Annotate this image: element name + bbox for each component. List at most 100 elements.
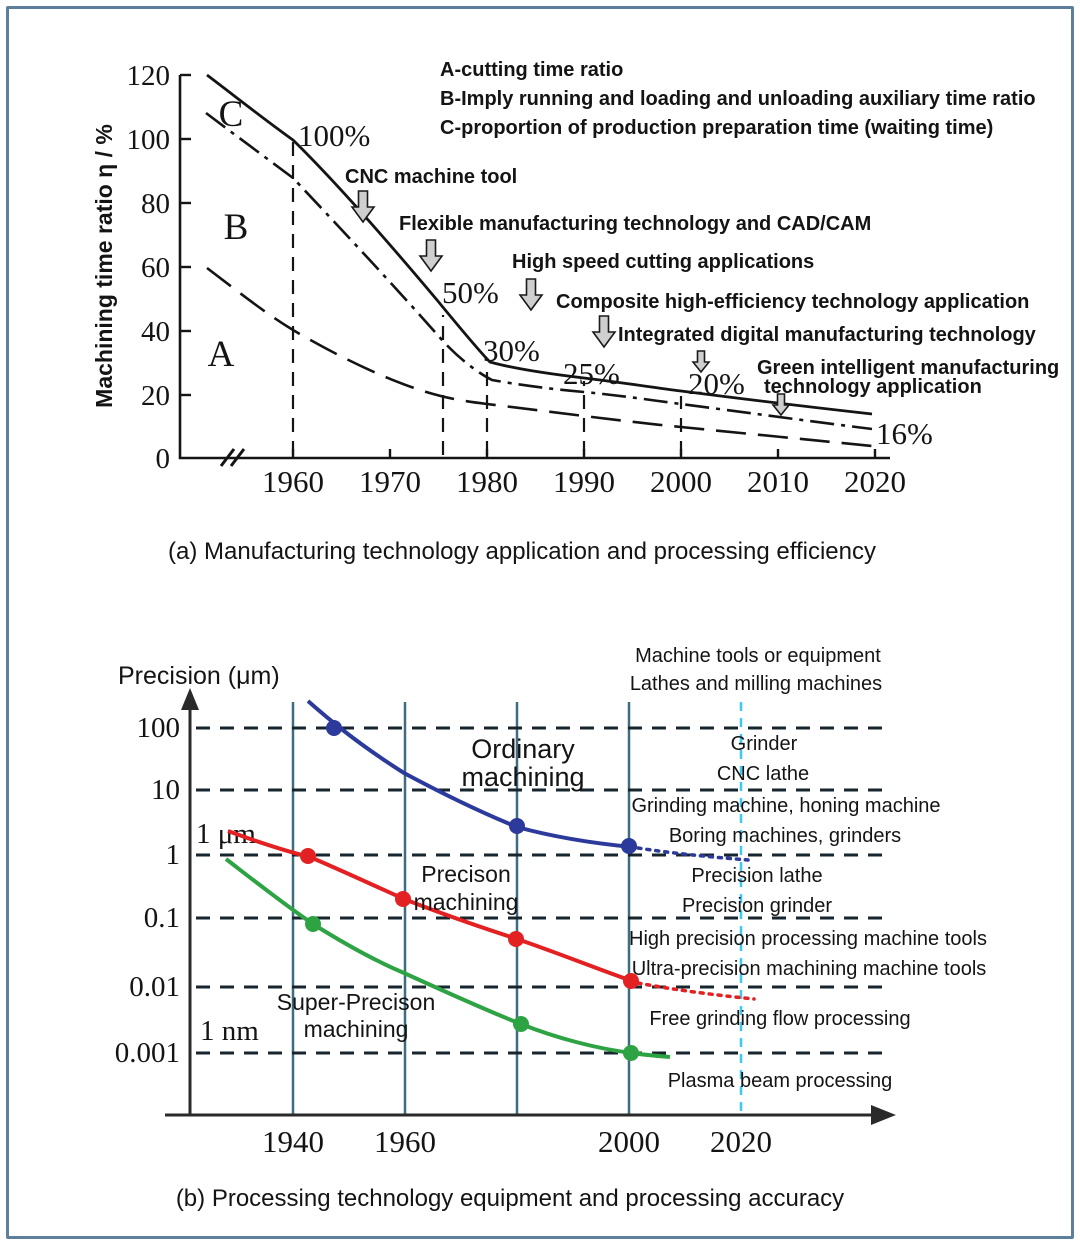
a-ytick-80: 80 <box>141 188 170 220</box>
data-point <box>326 720 342 736</box>
pct-label-100: 100% <box>298 118 370 153</box>
pct-label-30: 30% <box>483 333 540 368</box>
legend-line-b: B-Imply running and loading and unloadin… <box>440 88 1036 110</box>
data-point <box>621 838 637 854</box>
a-xtick-1980: 1980 <box>456 464 518 499</box>
annotation-green-line2: technology application <box>764 376 982 398</box>
curve-c-letter: C <box>219 94 244 135</box>
a-xtick-2020: 2020 <box>844 464 906 499</box>
down-arrow-icon <box>691 350 711 374</box>
y-axis-arrowhead-icon <box>181 688 199 710</box>
b-y-axis-label: Precision (μm) <box>118 662 280 690</box>
equipment-precision-lathe: Precision lathe <box>691 865 822 887</box>
equipment-plasma-beam: Plasma beam processing <box>668 1070 893 1092</box>
b-unit-1um: 1 μm <box>196 818 256 850</box>
b-header-line1: Machine tools or equipment <box>635 645 881 667</box>
pct-label-25: 25% <box>563 356 620 391</box>
equipment-grinding-honing: Grinding machine, honing machine <box>631 795 940 817</box>
pct-label-50: 50% <box>442 275 499 310</box>
ordinary-machining-projection <box>636 846 750 862</box>
b-ytick-0p01: 0.01 <box>129 971 180 1003</box>
a-ytick-0: 0 <box>156 443 171 475</box>
annotation-flexible: Flexible manufacturing technology and CA… <box>399 213 871 235</box>
b-ytick-10: 10 <box>151 774 180 806</box>
panel-a-y-ticks <box>180 73 191 397</box>
equipment-precision-grinder: Precision grinder <box>682 895 832 917</box>
curve-a-letter: A <box>208 334 235 375</box>
a-xtick-2010: 2010 <box>747 464 809 499</box>
a-dashed-guides <box>291 140 683 455</box>
b-xtick-2020: 2020 <box>710 1124 772 1159</box>
b-ytick-100: 100 <box>137 712 181 744</box>
a-ytick-120: 120 <box>127 60 171 92</box>
data-point <box>509 818 525 834</box>
data-point <box>623 973 639 989</box>
equipment-ultra-precision: Ultra-precision machining machine tools <box>632 958 987 980</box>
b-xtick-1960: 1960 <box>374 1124 436 1159</box>
b-ytick-0p001: 0.001 <box>115 1037 180 1069</box>
annotation-arrows <box>350 190 791 417</box>
curve-a-line <box>206 266 873 448</box>
label-super-precison-1: Super-Precison <box>277 989 436 1015</box>
panel-a-chart: 120 100 80 60 40 20 0 1960 1970 1980 199… <box>91 59 1059 565</box>
a-xtick-1970: 1970 <box>359 464 421 499</box>
pct-label-20: 20% <box>688 366 745 401</box>
annotation-highspeed: High speed cutting applications <box>512 251 814 273</box>
b-xtick-2000: 2000 <box>598 1124 660 1159</box>
a-ytick-100: 100 <box>127 124 171 156</box>
legend-line-c: C-proportion of production preparation t… <box>440 117 993 139</box>
a-xtick-2000: 2000 <box>650 464 712 499</box>
panel-b-caption: (b) Processing technology equipment and … <box>176 1185 844 1212</box>
a-y-axis-label: Machining time ratio η / % <box>91 124 117 408</box>
label-precison-1: Precison <box>421 861 510 887</box>
down-arrow-icon <box>771 393 791 417</box>
annotation-green-line1: Green intelligent manufacturing <box>757 357 1059 379</box>
super-precison-machining-points <box>305 916 639 1061</box>
curve-b-letter: B <box>224 207 249 248</box>
pct-label-16: 16% <box>876 416 933 451</box>
annotation-composite: Composite high-efficiency technology app… <box>556 291 1029 313</box>
b-unit-1nm: 1 nm <box>200 1015 259 1047</box>
data-point <box>395 891 411 907</box>
a-xtick-1960: 1960 <box>262 464 324 499</box>
label-precison-2: machining <box>414 889 519 915</box>
label-ordinary-1: Ordinary <box>471 734 575 764</box>
panel-b-chart: 100 10 1 0.1 0.01 0.001 1 μm 1 nm 1940 1… <box>115 645 987 1212</box>
down-arrow-icon <box>350 190 376 224</box>
data-point <box>513 1016 529 1032</box>
b-ytick-0p1: 0.1 <box>144 902 180 934</box>
figure-border-frame <box>6 6 1074 1239</box>
equipment-boring-grinders: Boring machines, grinders <box>669 825 901 847</box>
b-ytick-1: 1 <box>166 839 181 871</box>
ordinary-machining-points <box>326 720 637 854</box>
a-ytick-60: 60 <box>141 252 170 284</box>
b-header-line2: Lathes and milling machines <box>630 673 882 695</box>
data-point <box>305 916 321 932</box>
label-super-precison-2: machining <box>304 1016 409 1042</box>
curve-b-line <box>205 111 873 431</box>
b-horizontal-gridlines <box>196 726 884 1055</box>
label-ordinary-2: machining <box>461 762 584 792</box>
equipment-grinder: Grinder <box>731 733 798 755</box>
a-ytick-20: 20 <box>141 380 170 412</box>
legend-line-a: A-cutting time ratio <box>440 59 623 81</box>
down-arrow-icon <box>418 239 444 273</box>
precison-machining-points <box>300 848 639 989</box>
panel-a-caption: (a) Manufacturing technology application… <box>168 538 876 565</box>
data-point <box>623 1045 639 1061</box>
annotation-cnc: CNC machine tool <box>345 166 517 188</box>
down-arrow-icon <box>518 278 544 312</box>
down-arrow-icon <box>591 315 617 349</box>
b-xtick-1940: 1940 <box>262 1124 324 1159</box>
data-point <box>508 931 524 947</box>
x-axis-break-icon <box>219 448 246 467</box>
equipment-cnc-lathe: CNC lathe <box>717 763 809 785</box>
annotation-integrated: Integrated digital manufacturing technol… <box>618 324 1037 346</box>
curve-c-line <box>206 73 873 416</box>
a-xtick-1990: 1990 <box>553 464 615 499</box>
x-axis-arrowhead-icon <box>871 1105 896 1125</box>
equipment-free-grinding: Free grinding flow processing <box>649 1008 910 1030</box>
data-point <box>300 848 316 864</box>
precison-machining-projection <box>636 981 756 1001</box>
